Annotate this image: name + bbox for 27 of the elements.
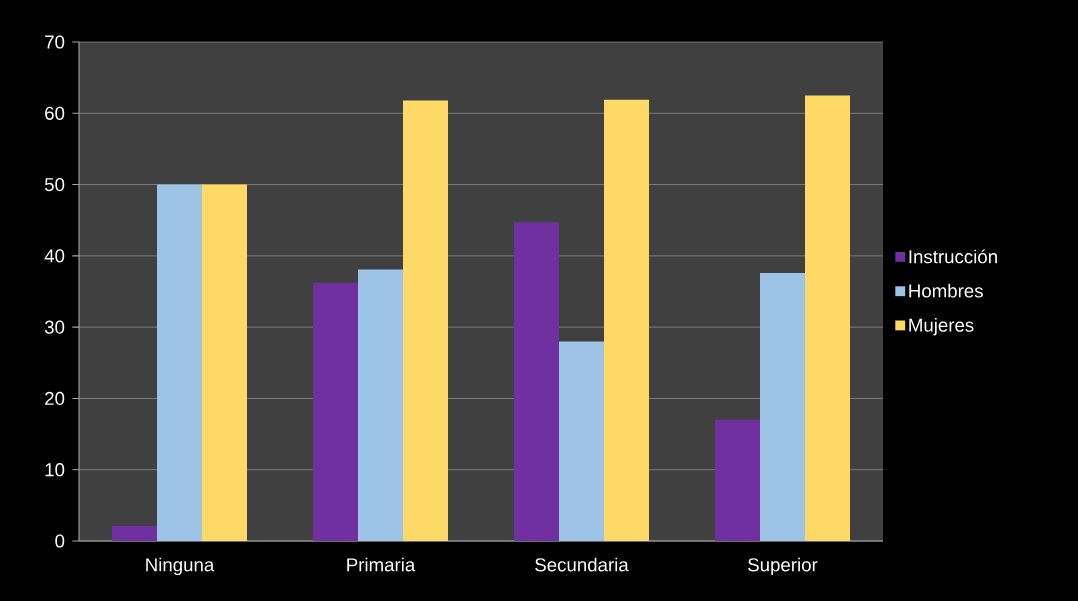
x-tick-label: Ninguna [146,557,215,576]
bar [715,419,760,541]
y-tick-label: 40 [44,249,65,263]
y-tick-label: 60 [45,106,65,120]
bar [403,100,448,541]
bar [514,222,559,541]
y-tick-label: 20 [45,391,65,406]
bar [604,99,649,541]
x-tick-label: Primaria [347,557,416,572]
y-tick-label: 0 [55,534,65,548]
legend-label: Mujeres [909,318,974,336]
x-tick-label: Superior [748,557,818,576]
bar [805,95,851,541]
y-tick-label: 10 [45,463,65,477]
bar [112,526,158,541]
bar [559,341,605,541]
y-tick-label: 70 [45,35,65,49]
bar [760,272,805,541]
x-tick-label: Secundaria [535,557,629,572]
y-tick-label: 30 [44,320,65,334]
bar [157,184,202,541]
bar [313,282,359,541]
bar [202,184,247,541]
legend-label: Hombres [909,283,983,298]
bar [358,269,404,541]
legend-label: Instrucción [909,249,997,264]
y-tick-label: 50 [44,177,65,192]
